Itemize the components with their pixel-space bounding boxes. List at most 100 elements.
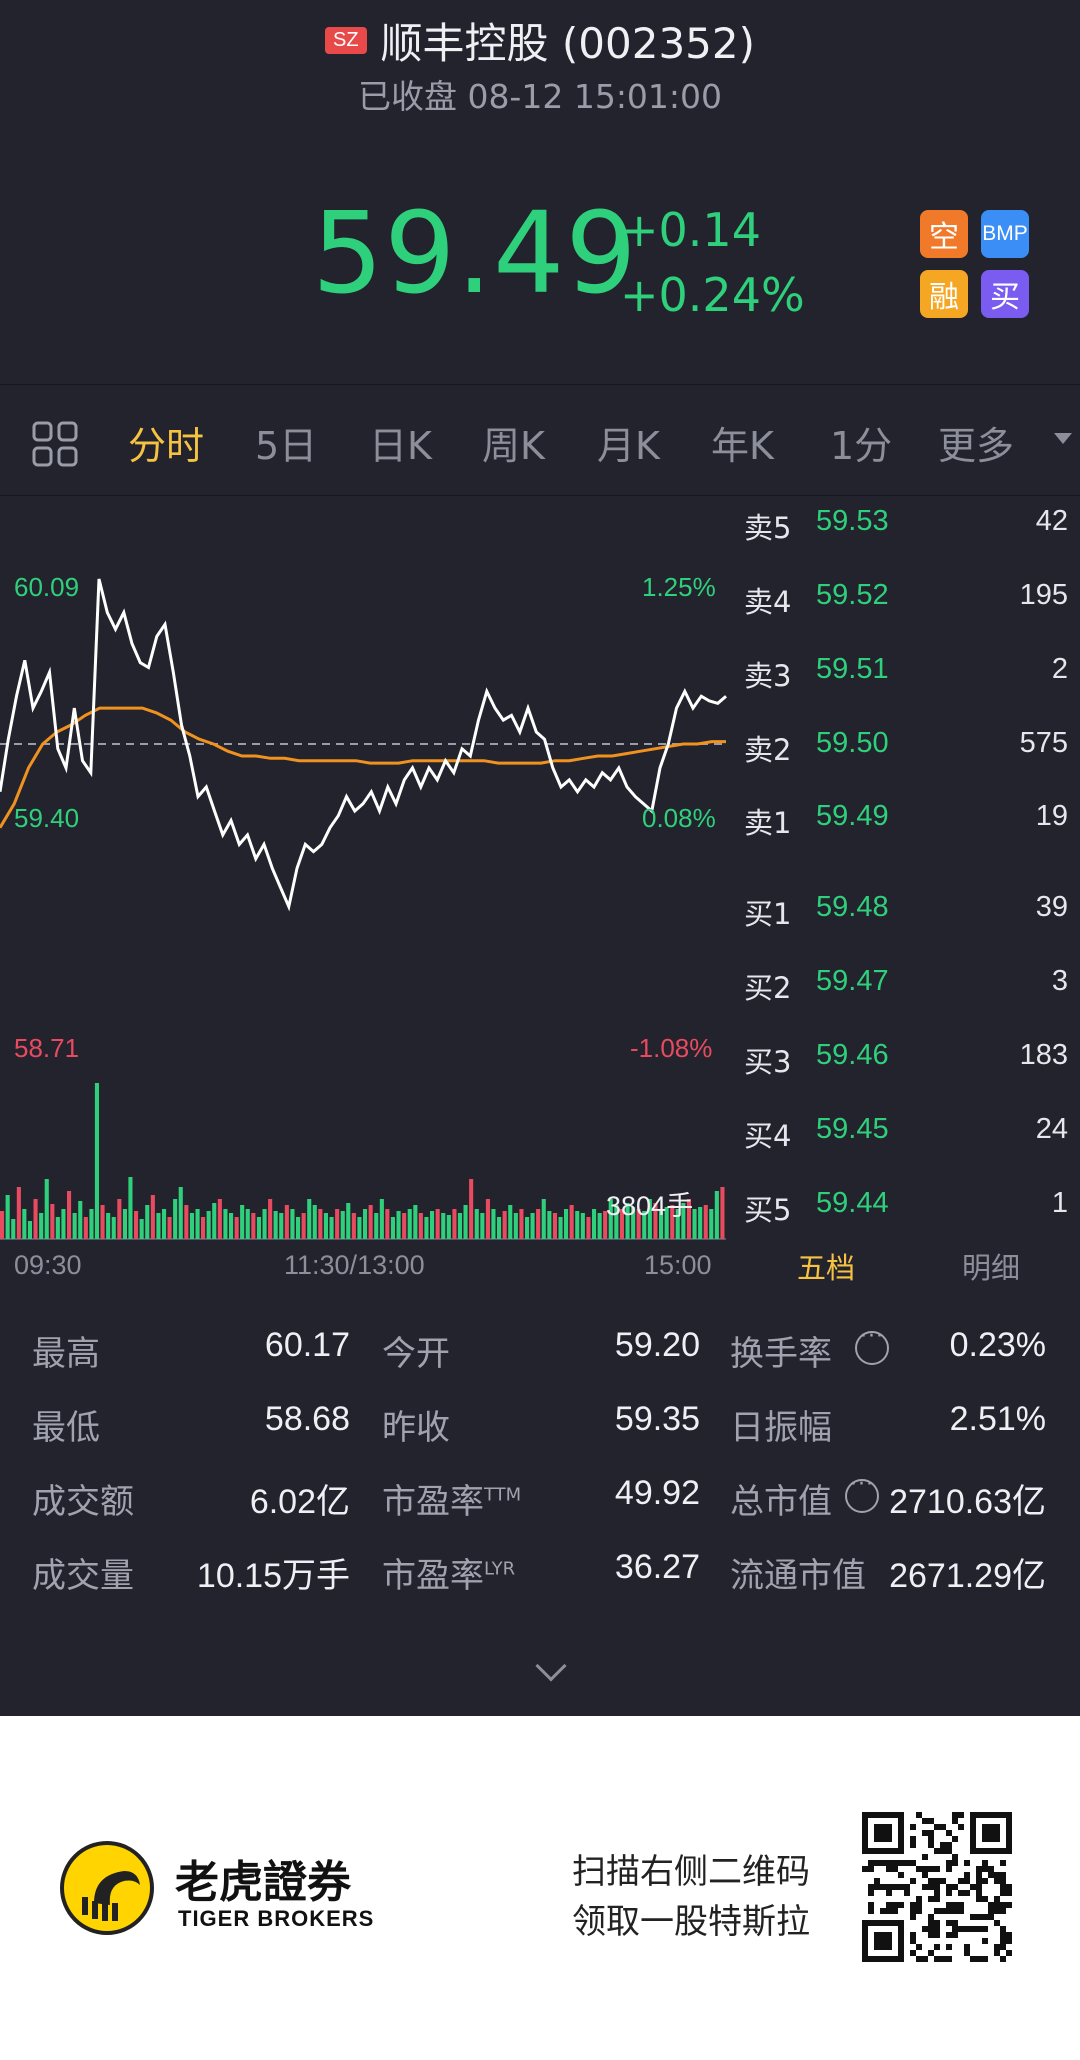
- intraday-chart[interactable]: [0, 497, 730, 1247]
- tab-daily-k[interactable]: 日K: [369, 424, 432, 468]
- tab-intraday[interactable]: 分时: [128, 424, 205, 468]
- stat-float-cap-label: 流通市值: [730, 1556, 866, 1596]
- volume-bar: [117, 1199, 122, 1239]
- volume-bar: [11, 1219, 16, 1239]
- expand-chevron-icon[interactable]: [535, 1650, 567, 1682]
- bid-row[interactable]: 买5 59.44 1: [744, 1187, 1074, 1227]
- volume-bar: [418, 1213, 423, 1239]
- promo-line-1: 扫描右侧二维码: [572, 1852, 810, 1892]
- volume-bar: [72, 1213, 77, 1239]
- bid-row[interactable]: 买3 59.46 183: [744, 1039, 1074, 1079]
- tab-monthly-k[interactable]: 月K: [597, 424, 660, 468]
- stat-turnover-value: 0.23%: [949, 1326, 1046, 1364]
- volume-bar: [251, 1213, 256, 1239]
- title-row: SZ 顺丰控股 (002352): [0, 10, 1080, 71]
- tab-five-levels[interactable]: 五档: [797, 1251, 856, 1285]
- volume-bar: [564, 1209, 569, 1239]
- stat-amplitude-value: 2.51%: [949, 1400, 1046, 1438]
- ask-row[interactable]: 卖4 59.52 195: [744, 579, 1074, 619]
- volume-bar: [189, 1213, 194, 1239]
- volume-bar: [720, 1187, 725, 1239]
- stat-open-label: 今开: [382, 1334, 450, 1374]
- volume-bar: [290, 1209, 295, 1239]
- ask-row[interactable]: 卖3 59.51 2: [744, 653, 1074, 693]
- time-end-label: 15:00: [644, 1250, 712, 1280]
- stat-pe-lyr-label: 市盈率LYR: [382, 1556, 516, 1596]
- volume-bar: [619, 1209, 624, 1239]
- mktcap-info-icon[interactable]: [845, 1472, 879, 1513]
- volume-bar: [647, 1199, 652, 1239]
- volume-bar: [480, 1213, 485, 1239]
- ask-row[interactable]: 卖1 59.49 19: [744, 800, 1074, 840]
- volume-bar: [363, 1209, 368, 1239]
- volume-bar: [134, 1211, 139, 1239]
- bmp-icon[interactable]: BMP: [981, 210, 1029, 258]
- volume-bar: [497, 1217, 502, 1239]
- volume-bar: [50, 1204, 55, 1239]
- ask-price: 59.51: [816, 653, 889, 685]
- tab-weekly-k[interactable]: 周K: [482, 424, 545, 468]
- volume-bar: [525, 1217, 530, 1239]
- bid-volume: 183: [1019, 1039, 1068, 1071]
- ask-price: 59.52: [816, 579, 889, 611]
- stat-pe-ttm-value: 49.92: [614, 1474, 700, 1512]
- ask-label: 卖5: [744, 511, 792, 545]
- ask-row[interactable]: 卖2 59.50 575: [744, 727, 1074, 767]
- buy-icon[interactable]: 买: [981, 270, 1029, 318]
- volume-bar: [33, 1199, 38, 1239]
- stat-prev-close-label: 昨收: [382, 1408, 450, 1448]
- volume-bar: [368, 1205, 373, 1239]
- bid-row[interactable]: 买4 59.45 24: [744, 1113, 1074, 1153]
- volume-bar: [703, 1205, 708, 1239]
- stat-amount-value: 6.02亿: [249, 1483, 350, 1521]
- ask-price: 59.49: [816, 800, 889, 832]
- volume-bar: [122, 1209, 127, 1239]
- volume-bar: [642, 1211, 647, 1239]
- volume-bar: [675, 1209, 680, 1239]
- volume-bar: [5, 1195, 10, 1239]
- tab-trade-detail[interactable]: 明细: [962, 1251, 1021, 1285]
- volume-bar: [106, 1213, 111, 1239]
- tab-1min[interactable]: 1分: [830, 424, 893, 468]
- ask-label: 卖2: [744, 733, 792, 767]
- volume-bar: [519, 1209, 524, 1239]
- stock-title[interactable]: 顺丰控股 (002352): [380, 19, 755, 68]
- volume-bar: [452, 1209, 457, 1239]
- qr-code-icon[interactable]: [862, 1812, 1012, 1962]
- ask-row[interactable]: 卖5 59.53 42: [744, 505, 1074, 545]
- volume-bar: [575, 1211, 580, 1239]
- market-status: 已收盘 08-12 15:01:00: [357, 77, 723, 116]
- volume-bars: [0, 1083, 725, 1239]
- grid-menu-icon[interactable]: [32, 421, 78, 467]
- bid-volume: 1: [1051, 1187, 1068, 1219]
- volume-bar: [508, 1205, 513, 1239]
- price-high-label: 60.09: [14, 572, 80, 602]
- volume-bar: [301, 1213, 306, 1239]
- margin-icon[interactable]: 融: [920, 270, 968, 318]
- short-sell-icon[interactable]: 空: [920, 210, 968, 258]
- bid-row[interactable]: 买1 59.48 39: [744, 891, 1074, 931]
- stat-mktcap-label: 总市值: [730, 1482, 832, 1522]
- stat-high-value: 60.17: [264, 1326, 350, 1364]
- turnover-info-icon[interactable]: [855, 1324, 889, 1365]
- more-dropdown-icon[interactable]: [1054, 433, 1072, 444]
- bid-volume: 24: [1035, 1113, 1068, 1145]
- volume-bar: [139, 1219, 144, 1239]
- volume-bar: [100, 1205, 105, 1239]
- tab-yearly-k[interactable]: 年K: [711, 424, 774, 468]
- volume-bar: [44, 1179, 49, 1239]
- volume-bar: [586, 1217, 591, 1239]
- bid-label: 买1: [744, 897, 792, 931]
- price-low-label: 58.71: [14, 1033, 80, 1063]
- volume-bar: [692, 1209, 697, 1239]
- volume-bar: [245, 1209, 250, 1239]
- tab-5day[interactable]: 5日: [255, 424, 318, 468]
- tab-more[interactable]: 更多: [938, 424, 1015, 468]
- last-price: 59.49: [312, 189, 638, 319]
- bid-label: 买3: [744, 1045, 792, 1079]
- volume-bar: [580, 1213, 585, 1239]
- volume-bar: [636, 1209, 641, 1239]
- ask-volume: 195: [1019, 579, 1068, 611]
- bid-row[interactable]: 买2 59.47 3: [744, 965, 1074, 1005]
- volume-bar: [625, 1203, 630, 1239]
